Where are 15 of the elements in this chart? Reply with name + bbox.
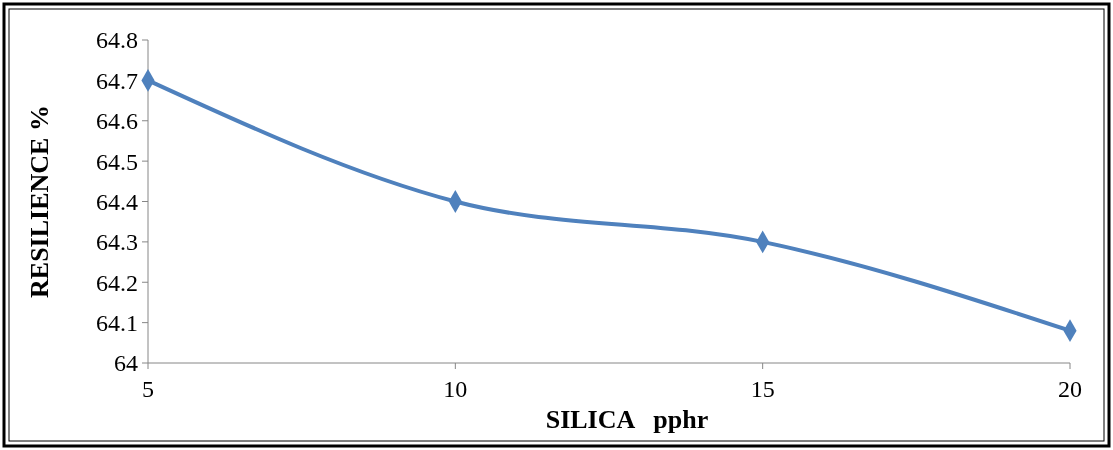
- y-tick-label: 64.3: [96, 229, 138, 256]
- y-tick-label: 64.2: [96, 269, 138, 296]
- x-axis-title: SILICA pphr: [545, 405, 709, 434]
- y-tick-label: 64.6: [96, 108, 138, 135]
- y-tick-label: 64.1: [96, 310, 138, 337]
- y-tick-label: 64.5: [96, 148, 138, 175]
- x-tick-label: 10: [443, 376, 468, 402]
- y-axis-title: RESILIENCE %: [25, 105, 54, 298]
- y-tick-label: 64.7: [96, 67, 138, 94]
- x-tick-label: 20: [1058, 376, 1082, 402]
- x-tick-label: 15: [750, 376, 775, 402]
- y-tick-label: 64.8: [96, 27, 138, 54]
- x-tick-label: 5: [142, 376, 154, 402]
- y-tick-label: 64: [114, 350, 138, 377]
- y-tick-label: 64.4: [96, 188, 138, 215]
